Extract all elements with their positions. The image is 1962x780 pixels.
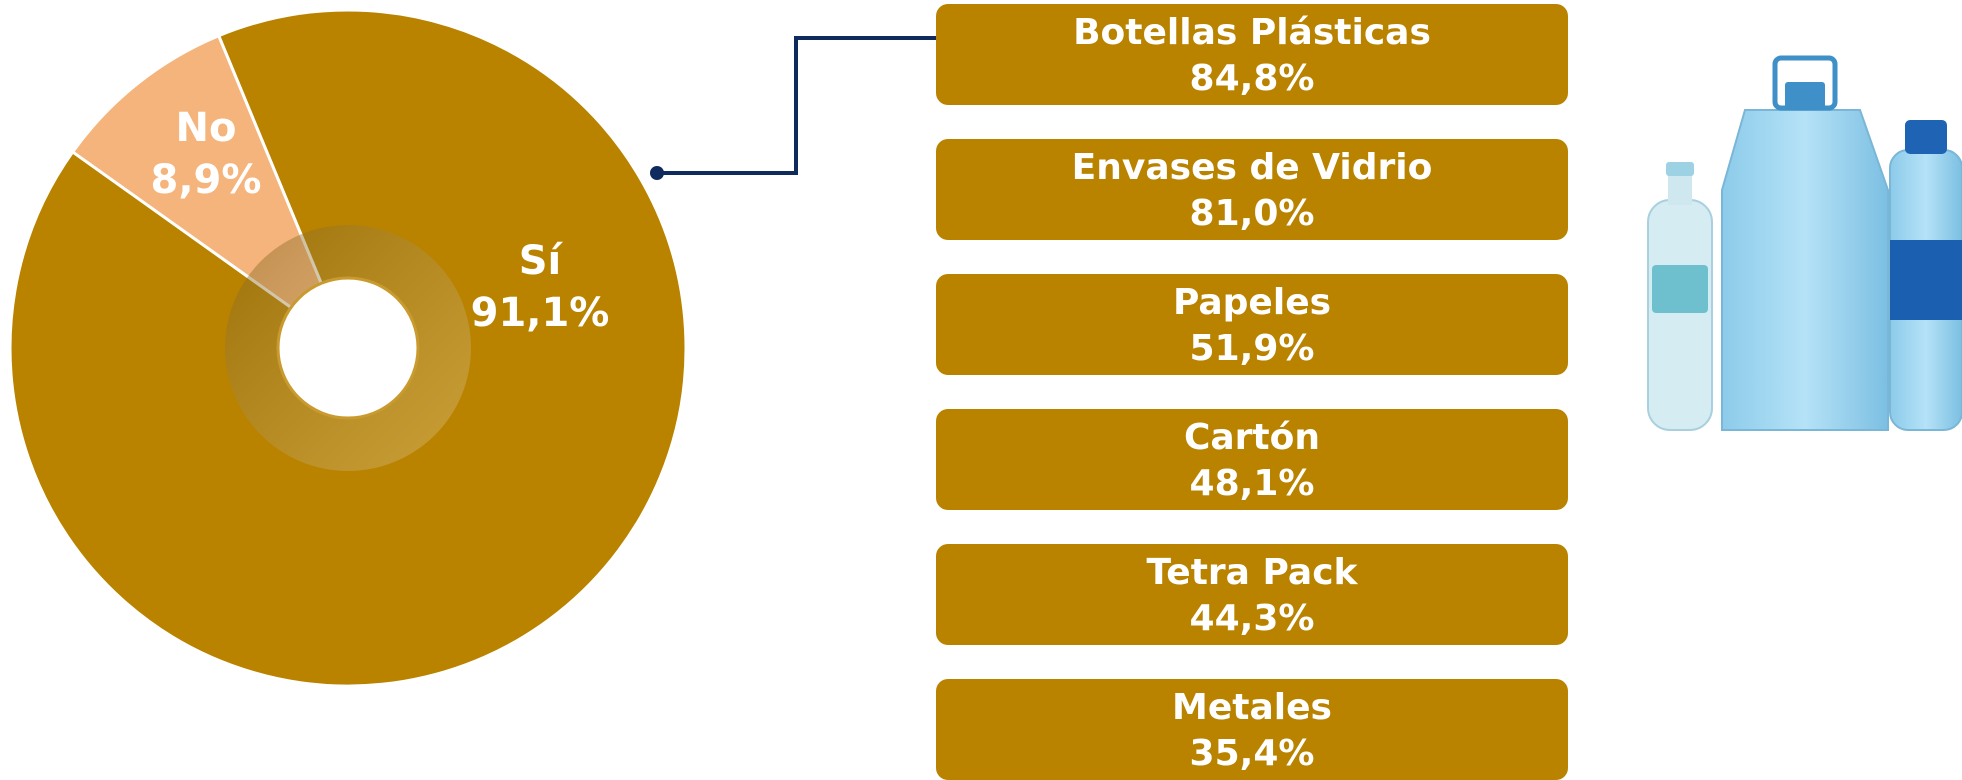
category-label: Tetra Pack	[1147, 552, 1359, 593]
category-label: Metales	[1172, 687, 1332, 728]
category-value-label: 44,3%	[1190, 598, 1315, 639]
small-bottle	[1647, 199, 1713, 431]
category-box	[936, 139, 1568, 240]
category-box	[936, 4, 1568, 105]
category-box	[936, 409, 1568, 510]
slice-value-label: 91,1%	[471, 290, 610, 336]
category-label: Papeles	[1173, 282, 1331, 323]
small-bottle-label	[1652, 265, 1708, 313]
breakdown: Botellas Plásticas 84,8% Envases de Vidrio…	[936, 4, 1568, 780]
bottles-illustration	[1647, 55, 1962, 431]
slice-label: Sí	[519, 238, 564, 284]
connector	[650, 36, 936, 180]
category-label: Cartón	[1184, 417, 1320, 458]
category-value-label: 48,1%	[1190, 463, 1315, 504]
category-value-label: 35,4%	[1190, 733, 1315, 774]
category-box	[936, 274, 1568, 375]
right-bottle-cap	[1905, 120, 1947, 154]
slice-label: No	[176, 105, 237, 151]
small-bottle-cap	[1666, 162, 1694, 176]
category-box	[936, 679, 1568, 780]
category-box	[936, 544, 1568, 645]
large-bottle-cap	[1785, 82, 1825, 108]
category-label: Botellas Plásticas	[1073, 12, 1431, 53]
large-bottle	[1721, 109, 1889, 431]
donut: Sí 91,1% No 8,9%	[8, 8, 688, 688]
right-bottle-label	[1890, 240, 1962, 320]
pie-slice	[8, 8, 688, 688]
category-value-label: 81,0%	[1190, 193, 1315, 234]
slice-value-label: 8,9%	[151, 157, 262, 203]
category-value-label: 51,9%	[1190, 328, 1315, 369]
connector-line	[657, 36, 936, 175]
category-value-label: 84,8%	[1190, 58, 1315, 99]
donut-hole	[276, 276, 420, 420]
category-label: Envases de Vidrio	[1072, 147, 1433, 188]
